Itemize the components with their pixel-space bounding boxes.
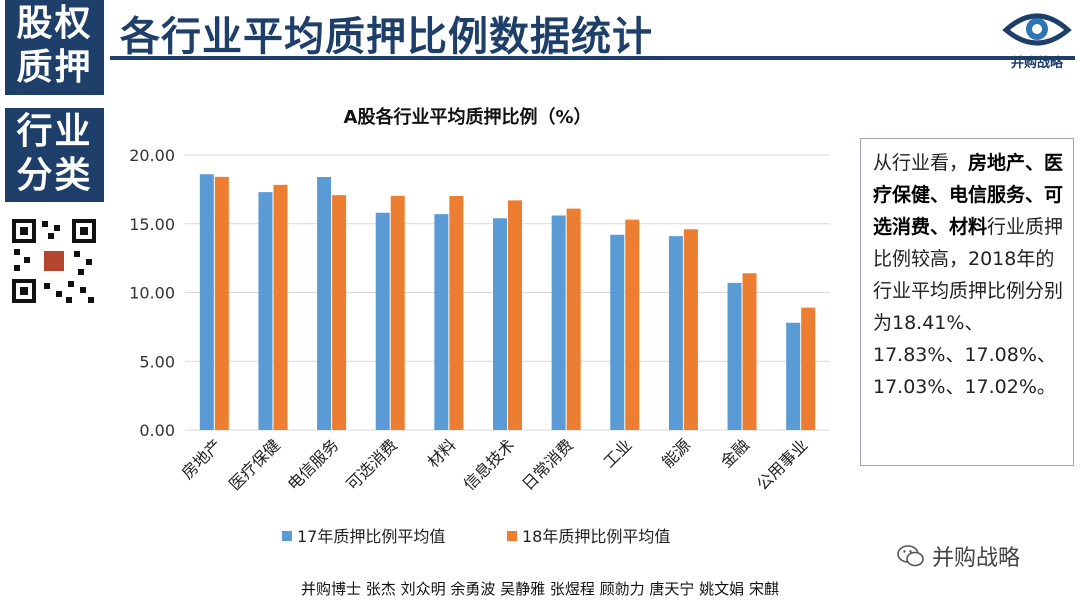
legend-swatch <box>282 531 292 541</box>
summary-text: 从行业看，房地产、医疗保健、电信服务、可选消费、材料行业质押比例较高，2018年… <box>873 147 1073 403</box>
side-label-line: 行业 <box>16 111 93 152</box>
x-tick-label: 能源 <box>658 435 694 471</box>
y-tick-label: 5.00 <box>139 352 175 371</box>
bar-2018 <box>508 200 522 430</box>
bar-2018 <box>273 184 288 430</box>
chart-title: A股各行业平均质押比例（%） <box>344 106 592 128</box>
bar-chart: A股各行业平均质押比例（%） 0.00 5.00 10.00 15.00 20.00 房地产… <box>129 106 830 546</box>
bar-2017 <box>199 174 214 430</box>
x-tick-label: 医疗保健 <box>225 435 284 494</box>
bar-2017 <box>434 214 449 430</box>
bar-2017 <box>610 234 625 430</box>
x-tick-label: 电信服务 <box>284 435 343 494</box>
logo-text: 并购战略 <box>1010 56 1063 71</box>
legend-swatch <box>507 531 517 541</box>
bar-2017 <box>551 215 566 430</box>
side-label-line: 分类 <box>16 155 93 196</box>
bar-2018 <box>566 208 581 430</box>
x-tick-label: 信息技术 <box>460 435 519 494</box>
summary-note: 从行业看，房地产、医疗保健、电信服务、可选消费、材料行业质押比例较高，2018年… <box>860 138 1074 466</box>
x-tick-label: 房地产 <box>178 435 225 482</box>
bar-2018 <box>742 273 757 430</box>
bar-2017 <box>317 177 332 430</box>
side-label-line: 质押 <box>16 47 93 88</box>
bar-2018 <box>625 219 640 430</box>
bar-2018 <box>449 195 464 430</box>
side-label-equity-pledge: 股权 质押 <box>5 0 104 95</box>
bar-2017 <box>258 192 273 430</box>
bar-2018 <box>332 195 347 430</box>
title-divider <box>110 56 1075 60</box>
y-tick-label: 20.00 <box>129 146 175 165</box>
bar-2018 <box>390 195 405 430</box>
y-tick-label: 0.00 <box>139 421 175 440</box>
x-tick-label: 金融 <box>717 435 753 471</box>
brand-logo: 并购战略 <box>998 6 1076 71</box>
legend-label: 17年质押比例平均值 <box>297 527 445 546</box>
y-tick-label: 15.00 <box>129 215 175 234</box>
summary-lead: 从行业看， <box>873 152 969 174</box>
bar-2017 <box>786 322 801 430</box>
summary-highlight: 房地产、医疗保健、电信服务、可选消费、材料 <box>873 152 1064 238</box>
x-tick-label: 日常消费 <box>518 435 577 494</box>
wechat-icon <box>897 545 924 567</box>
x-tick-label: 公用事业 <box>753 435 812 494</box>
bar-2017 <box>668 236 683 430</box>
side-label-industry-class: 行业 分类 <box>5 108 104 202</box>
bar-2018 <box>683 229 698 430</box>
author-footer: 并购博士 张杰 刘众明 余勇波 吴静雅 张煜程 顾勍力 唐天宁 姚文娟 宋麒 <box>301 580 779 598</box>
bar-2017 <box>727 282 742 430</box>
qr-code[interactable] <box>10 217 98 305</box>
eye-logo-icon <box>1002 13 1072 46</box>
page-title: 各行业平均质押比例数据统计 <box>120 14 653 60</box>
summary-rest: 行业质押比例较高，2018年的行业平均质押比例分别为18.41%、17.83%、… <box>873 216 1064 398</box>
bar-2017 <box>375 212 390 430</box>
legend-label: 18年质押比例平均值 <box>522 527 670 546</box>
x-tick-label: 可选消费 <box>342 435 401 494</box>
bar-2018 <box>214 176 229 430</box>
x-tick-label: 工业 <box>600 435 636 471</box>
y-tick-label: 10.00 <box>129 284 175 303</box>
watermark-text: 并购战略 <box>932 546 1021 571</box>
x-tick-label: 材料 <box>424 435 460 471</box>
side-label-line: 股权 <box>16 3 93 44</box>
watermark: 并购战略 <box>896 540 1020 572</box>
bar-2018 <box>801 307 816 430</box>
bar-2017 <box>493 218 507 430</box>
